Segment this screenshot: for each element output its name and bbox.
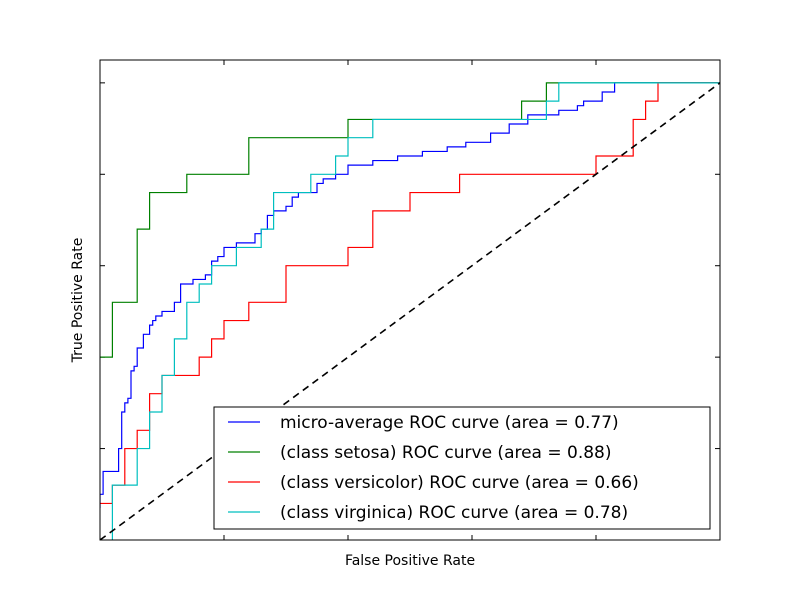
legend: micro-average ROC curve (area = 0.77) (c… bbox=[213, 406, 711, 530]
x-axis-label: False Positive Rate bbox=[345, 553, 475, 569]
plot-curves bbox=[100, 82, 720, 540]
setosa-curve bbox=[100, 82, 720, 358]
legend-label-versicolor: (class versicolor) ROC curve (area = 0.6… bbox=[280, 473, 639, 493]
micro-average-curve bbox=[100, 82, 720, 508]
y-axis-label: True Positive Rate bbox=[70, 238, 86, 364]
legend-label-setosa: (class setosa) ROC curve (area = 0.88) bbox=[280, 443, 612, 463]
legend-label-micro: micro-average ROC curve (area = 0.77) bbox=[280, 413, 619, 433]
chance-diagonal bbox=[100, 82, 720, 540]
plot-frame bbox=[99, 59, 721, 541]
virginica-curve bbox=[111, 82, 720, 540]
legend-box bbox=[213, 406, 711, 530]
versicolor-curve bbox=[100, 82, 720, 505]
legend-label-virginica: (class virginica) ROC curve (area = 0.78… bbox=[280, 503, 628, 523]
